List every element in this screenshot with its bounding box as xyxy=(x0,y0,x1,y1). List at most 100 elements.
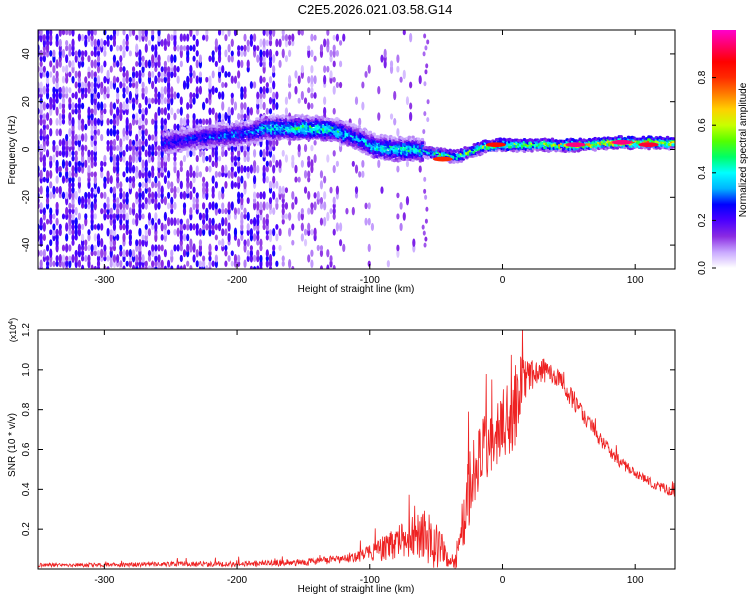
spectrogram-cell xyxy=(221,164,225,174)
spectrogram-cell xyxy=(58,223,62,231)
spectrogram-cell xyxy=(55,106,59,116)
spectrogram-cell xyxy=(42,248,46,258)
spectrogram-cell xyxy=(195,196,199,205)
spectrogram-cell xyxy=(42,233,46,242)
spectrogram-cell xyxy=(218,121,222,126)
spectrogram-cell xyxy=(106,144,110,152)
spectrogram-cell xyxy=(68,60,72,68)
spectrogram-cell xyxy=(396,244,400,252)
spectrogram-cell xyxy=(55,186,59,194)
spectrogram-cell xyxy=(208,260,212,267)
spectrogram-cell xyxy=(221,202,225,210)
spectrogram-cell xyxy=(361,101,365,111)
spectrogram-x-ticks: -300 -200 -100 0 100 xyxy=(94,30,644,286)
spectrogram-cell xyxy=(90,138,94,148)
spectrogram-cell xyxy=(144,260,148,267)
spectrogram-cell xyxy=(249,164,253,174)
spectrogram-cell xyxy=(84,244,88,252)
spectrogram-cell xyxy=(399,202,403,210)
spectrogram-cell xyxy=(109,229,113,236)
spectrogram-cell xyxy=(163,265,167,269)
spectrogram-cell xyxy=(61,107,66,115)
spectrogram-cell xyxy=(160,107,164,115)
spectrogram-cell xyxy=(424,218,428,224)
spectrogram-cell xyxy=(109,212,113,221)
spectrogram-cell xyxy=(52,185,56,195)
spectrogram-cell xyxy=(68,255,72,262)
spectrogram-cell xyxy=(326,264,330,269)
spectrogram-cell xyxy=(109,175,113,185)
spectrogram-cell xyxy=(112,102,117,110)
spectrogram-cell xyxy=(186,148,190,158)
spectrogram-cell xyxy=(182,190,187,200)
spectrogram-cell xyxy=(170,54,174,64)
spectrogram-cell xyxy=(122,254,126,263)
spectrogram-cell xyxy=(176,244,180,252)
spectrogram-cell xyxy=(103,49,107,57)
spectrogram-cell xyxy=(39,202,43,210)
spectrogram-cell xyxy=(96,91,101,100)
spectrogram-cell xyxy=(49,248,53,258)
spectrogram-cell xyxy=(192,170,196,179)
spectrogram-cell xyxy=(424,236,428,242)
spectrogram-cell xyxy=(176,186,180,194)
spectrogram-cell xyxy=(307,190,311,200)
spectrogram-cell xyxy=(332,207,336,215)
spectrogram-cell xyxy=(300,90,304,101)
spectrogram-cell xyxy=(281,34,285,41)
spectrogram-cell xyxy=(332,49,336,58)
spectrogram-cell xyxy=(42,113,46,120)
spectrogram-cell xyxy=(319,265,324,269)
spectrogram-cell xyxy=(141,55,145,62)
spectrogram-cell xyxy=(246,197,250,205)
spectrogram-cell xyxy=(176,217,180,226)
spectrogram-cell xyxy=(128,144,132,152)
spectrogram-cell xyxy=(151,217,155,226)
spectrogram-cell xyxy=(96,186,101,194)
spectrogram-cell xyxy=(316,244,320,252)
spectrogram-cell xyxy=(135,239,139,247)
spectrogram-cell xyxy=(49,212,53,221)
spectrogram-cell xyxy=(307,75,311,84)
spectrogram-cell xyxy=(422,129,426,135)
spectrogram-cell xyxy=(268,108,273,115)
spectrogram-cell xyxy=(217,44,222,52)
spectrogram-cell xyxy=(166,112,171,121)
spectrogram-cell xyxy=(135,212,139,220)
spectrogram-cell xyxy=(157,145,161,151)
spectrogram-cell xyxy=(39,134,43,141)
spectrogram-cell xyxy=(138,187,142,194)
spectrogram-cell xyxy=(186,75,190,84)
spectrogram-cell xyxy=(217,239,222,246)
spectrogram-cell xyxy=(90,134,94,141)
spectrogram-cell xyxy=(423,33,427,39)
spectrogram-cell xyxy=(252,44,257,52)
spectrogram-cell xyxy=(80,133,85,142)
spectrogram-cell xyxy=(147,196,152,205)
spectrogram-cell xyxy=(144,30,148,37)
spectrogram-cell xyxy=(160,170,164,178)
spectrogram-cell xyxy=(112,138,117,147)
spectrogram-cell xyxy=(303,238,308,247)
spectrogram-cell xyxy=(256,201,260,211)
spectrogram-cell xyxy=(224,71,228,78)
spectrogram-cell xyxy=(49,117,53,126)
spectrogram-cell xyxy=(93,233,97,242)
spectrogram-cell xyxy=(112,186,117,195)
spectrogram-cell xyxy=(237,149,241,158)
spectrogram-cell xyxy=(77,49,82,58)
spectrogram-cell xyxy=(323,74,327,85)
spectrogram-cell xyxy=(243,149,247,158)
spectrogram-cell xyxy=(170,107,174,116)
spectrogram-cell xyxy=(329,54,333,63)
spectrogram-cell xyxy=(131,218,136,226)
spectrogram-cell xyxy=(106,227,110,237)
spectrogram-cell xyxy=(84,34,88,41)
spectrogram-cell xyxy=(138,49,142,58)
spectrogram-cell xyxy=(221,113,225,120)
spectrogram-cell xyxy=(259,149,263,158)
spectrogram-cell xyxy=(192,196,196,205)
spectrogram-cell xyxy=(221,121,226,125)
spectrogram-cell xyxy=(52,154,56,163)
